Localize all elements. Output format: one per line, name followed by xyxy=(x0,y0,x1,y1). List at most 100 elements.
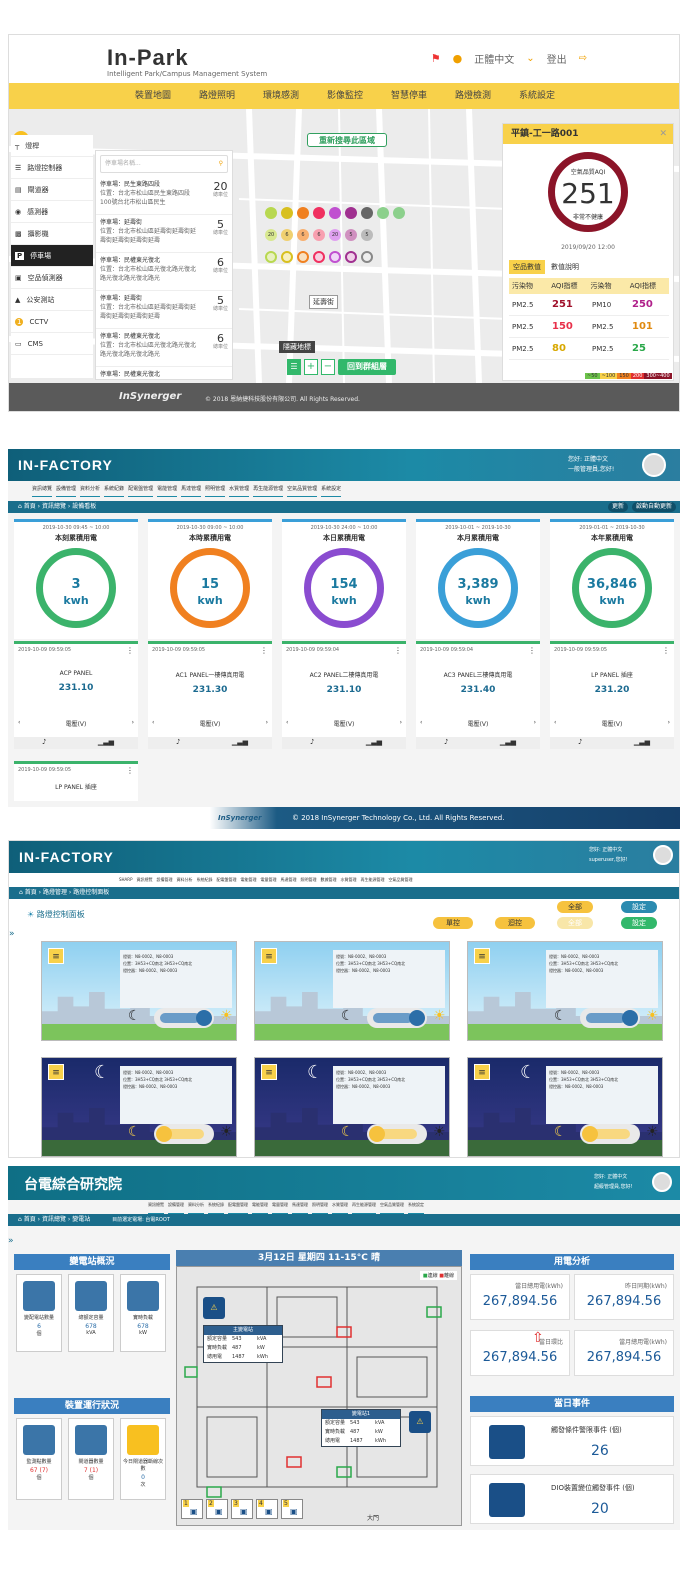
sidebar-item-gateway[interactable]: ▤ 閘道器 xyxy=(11,179,93,201)
chevron-left-icon[interactable]: ‹ xyxy=(18,719,21,726)
streetlight-card-off[interactable]: ≡ ☾ 燈號：N8-0002、N8-0003 位置：3H53+CQ南北 3H53+CQ… xyxy=(41,1057,237,1157)
nav-video[interactable]: 影像監控 xyxy=(326,91,363,101)
bell-icon[interactable]: ♪ xyxy=(578,738,583,746)
marker[interactable] xyxy=(281,251,293,263)
voltage-card[interactable]: 2019-10-09 09:59:05 ⋮ AC1 PANEL一樓傳真用電 231.3… xyxy=(148,641,272,749)
substation1-table[interactable]: 變電站1 額定容量 543 kVA 實時負載 487 kW 總用電 1487 kWh xyxy=(321,1409,401,1447)
voltage-card[interactable]: 2019-10-09 09:59:04 ⋮ AC3 PANEL三樓傳真用電 231.4… xyxy=(416,641,540,749)
research-area-button[interactable]: 重新搜尋此區域 xyxy=(307,133,387,147)
voltage-card[interactable]: 2019-10-09 09:59:05 ⋮ LP PANEL 插座 xyxy=(14,761,138,801)
marker[interactable] xyxy=(361,207,373,219)
marker[interactable] xyxy=(297,207,309,219)
sidebar-item-air-detector[interactable]: ▣ 空品偵測器 xyxy=(11,267,93,289)
menu-item[interactable]: 空氣品質管理 xyxy=(380,1202,404,1214)
user-lang[interactable]: 正體中文 xyxy=(583,456,608,463)
nav-device-map[interactable]: 裝置地圖 xyxy=(134,91,171,101)
menu-item[interactable]: 系統設定 xyxy=(408,1202,424,1214)
substation-icon[interactable]: ⚠ xyxy=(203,1297,225,1319)
sidebar-item-sensor[interactable]: ◉ 感測器 xyxy=(11,201,93,223)
camera-thumb[interactable]: 3 ▣ xyxy=(231,1499,253,1519)
all-button[interactable]: 全部 xyxy=(557,901,593,913)
bell-icon[interactable]: ♪ xyxy=(444,738,449,746)
settings-button[interactable]: 設定 xyxy=(621,901,657,913)
sidebar-item-cctv[interactable]: 1 CCTV xyxy=(11,311,93,333)
sidebar-item-cms[interactable]: ▭ CMS xyxy=(11,333,93,355)
menu-item[interactable]: 電能管理 xyxy=(157,485,178,497)
event-card[interactable]: DIO裝置變位觸發事件 (個) 20 xyxy=(470,1474,674,1524)
menu-item[interactable]: 馬達管理 xyxy=(181,485,202,497)
chart-icon[interactable]: ▁▃▅ xyxy=(231,738,248,746)
usage-stat[interactable]: 當日環比 267,894.56 xyxy=(470,1330,570,1376)
main-substation-table[interactable]: 主變電站 額定容量 543 kVA 實時負載 487 kW 總用電 1487 kWh xyxy=(203,1325,283,1363)
light-toggle[interactable] xyxy=(154,1008,214,1028)
menu-item[interactable]: 資料分析 xyxy=(188,1202,204,1214)
bell-icon[interactable]: ♪ xyxy=(176,738,181,746)
marker[interactable] xyxy=(377,207,389,219)
user-icon[interactable]: ● xyxy=(452,52,463,65)
menu-item[interactable]: 設備管理 xyxy=(168,1202,184,1214)
chevron-left-icon[interactable]: ‹ xyxy=(286,719,289,726)
tab-aqi-explain[interactable]: 數值說明 xyxy=(551,263,579,271)
toggle-knob[interactable] xyxy=(622,1010,638,1026)
device-stat[interactable]: 監測點數量 67 (7) 個 xyxy=(16,1418,62,1500)
crumb-item[interactable]: 首頁 xyxy=(24,889,37,896)
menu-item[interactable]: 再生能源管理 xyxy=(253,485,284,497)
substation-stat[interactable]: 變配電站數量 6 個 xyxy=(16,1274,62,1352)
expand-sidebar-icon[interactable]: » xyxy=(8,1236,14,1246)
count-marker[interactable]: 5 xyxy=(361,229,373,241)
menu-item[interactable]: 資訊總覽 xyxy=(32,485,53,497)
nav-street-light[interactable]: 路燈照明 xyxy=(198,91,235,101)
menu-item[interactable]: 系統紀錄 xyxy=(104,485,125,497)
menu-item[interactable]: 水質管理 xyxy=(229,485,250,497)
streetlight-card-off[interactable]: ≡ ☾ 燈號：N8-0002、N8-0003 位置：3H53+CQ南北 3H53+CQ… xyxy=(467,1057,663,1157)
substation-icon[interactable]: ⚠ xyxy=(409,1411,431,1433)
voltage-card[interactable]: 2019-10-09 09:59:05 ⋮ ACP PANEL 231.10 ‹ 電壓(V… xyxy=(14,641,138,749)
menu-item[interactable]: 資訊總覽 xyxy=(148,1202,164,1214)
camera-thumb[interactable]: 5 ▣ xyxy=(281,1499,303,1519)
marker[interactable] xyxy=(345,207,357,219)
hide-landmark-label[interactable]: 隱藏地標 xyxy=(279,341,315,353)
crumb-item[interactable]: 首頁 xyxy=(23,503,36,510)
list-item[interactable]: 停車場：民權東光復北 位置：台北市松山區光復北路光復北路光復北路光復北路光 6 總車位 xyxy=(96,329,232,367)
user-lang[interactable]: 正體中文 xyxy=(607,1174,628,1180)
tab-aqi-values[interactable]: 空品數值 xyxy=(509,260,545,274)
menu-item[interactable]: 馬達管理 xyxy=(292,1202,308,1214)
close-icon[interactable]: ✕ xyxy=(659,129,667,139)
device-stat[interactable]: 今日閘道器斷線次數 0 次 xyxy=(120,1418,166,1500)
logout-link[interactable]: 登出 xyxy=(546,55,567,66)
menu-item[interactable]: 水質管理 xyxy=(332,1202,348,1214)
nav-light-check[interactable]: 路燈檢測 xyxy=(454,91,491,101)
usage-stat[interactable]: 昨日同期(kWh) 267,894.56 xyxy=(574,1274,674,1320)
count-marker[interactable]: 20 xyxy=(329,229,341,241)
floor-plan-map[interactable]: ■連線 ■離線 ⚠ 主變電站 額定容量 543 kVA 實時負載 487 kW 總用電 1… xyxy=(176,1266,462,1526)
chart-icon[interactable]: ▁▃▅ xyxy=(365,738,382,746)
menu-item[interactable]: 配電盤管理 xyxy=(228,1202,248,1214)
menu-dots-icon[interactable]: ⋮ xyxy=(394,646,402,655)
search-icon[interactable]: ⚲ xyxy=(218,160,223,167)
crumb-item[interactable]: 首頁 xyxy=(23,1216,36,1223)
streetlight-card-on[interactable]: ≡ 燈號：N8-0002、N8-0003 位置：3H53+CQ南北 3H53+CQ南… xyxy=(41,941,237,1041)
nav-settings[interactable]: 系統設定 xyxy=(518,91,555,101)
marker[interactable] xyxy=(313,251,325,263)
voltage-card[interactable]: 2019-10-09 09:59:05 ⋮ LP PANEL 插座 231.20 ‹ 電壓… xyxy=(550,641,674,749)
marker[interactable] xyxy=(361,251,373,263)
menu-dots-icon[interactable]: ⋮ xyxy=(126,646,134,655)
avatar[interactable] xyxy=(653,845,673,865)
menu-item[interactable]: 照明管理 xyxy=(312,1202,328,1214)
count-marker[interactable]: 6 xyxy=(313,229,325,241)
avatar[interactable] xyxy=(642,453,666,477)
sidebar-item-camera[interactable]: ▩ 攝影機 xyxy=(11,223,93,245)
back-to-group-button[interactable]: 回到群組層 xyxy=(338,359,396,375)
toggle-knob[interactable] xyxy=(156,1126,172,1142)
list-item[interactable]: 停車場：延壽街 位置：台北市松山區延壽街延壽街延壽街延壽街延壽街延壽 5 總車位 xyxy=(96,291,232,329)
menu-dots-icon[interactable]: ⋮ xyxy=(126,766,134,775)
menu-dots-icon[interactable]: ⋮ xyxy=(528,646,536,655)
bell-icon[interactable]: ♪ xyxy=(310,738,315,746)
menu-item[interactable]: 資料分析 xyxy=(80,485,101,497)
toggle-knob[interactable] xyxy=(582,1126,598,1142)
chevron-left-icon[interactable]: ‹ xyxy=(554,719,557,726)
marker[interactable] xyxy=(345,251,357,263)
menu-item[interactable]: 系統紀錄 xyxy=(208,1202,224,1214)
substation-stat[interactable]: 實時負載 678 kW xyxy=(120,1274,166,1352)
list-item[interactable]: 停車場：延壽街 位置：台北市松山區延壽街延壽街延壽街延壽街延壽街延壽 5 總車位 xyxy=(96,215,232,253)
